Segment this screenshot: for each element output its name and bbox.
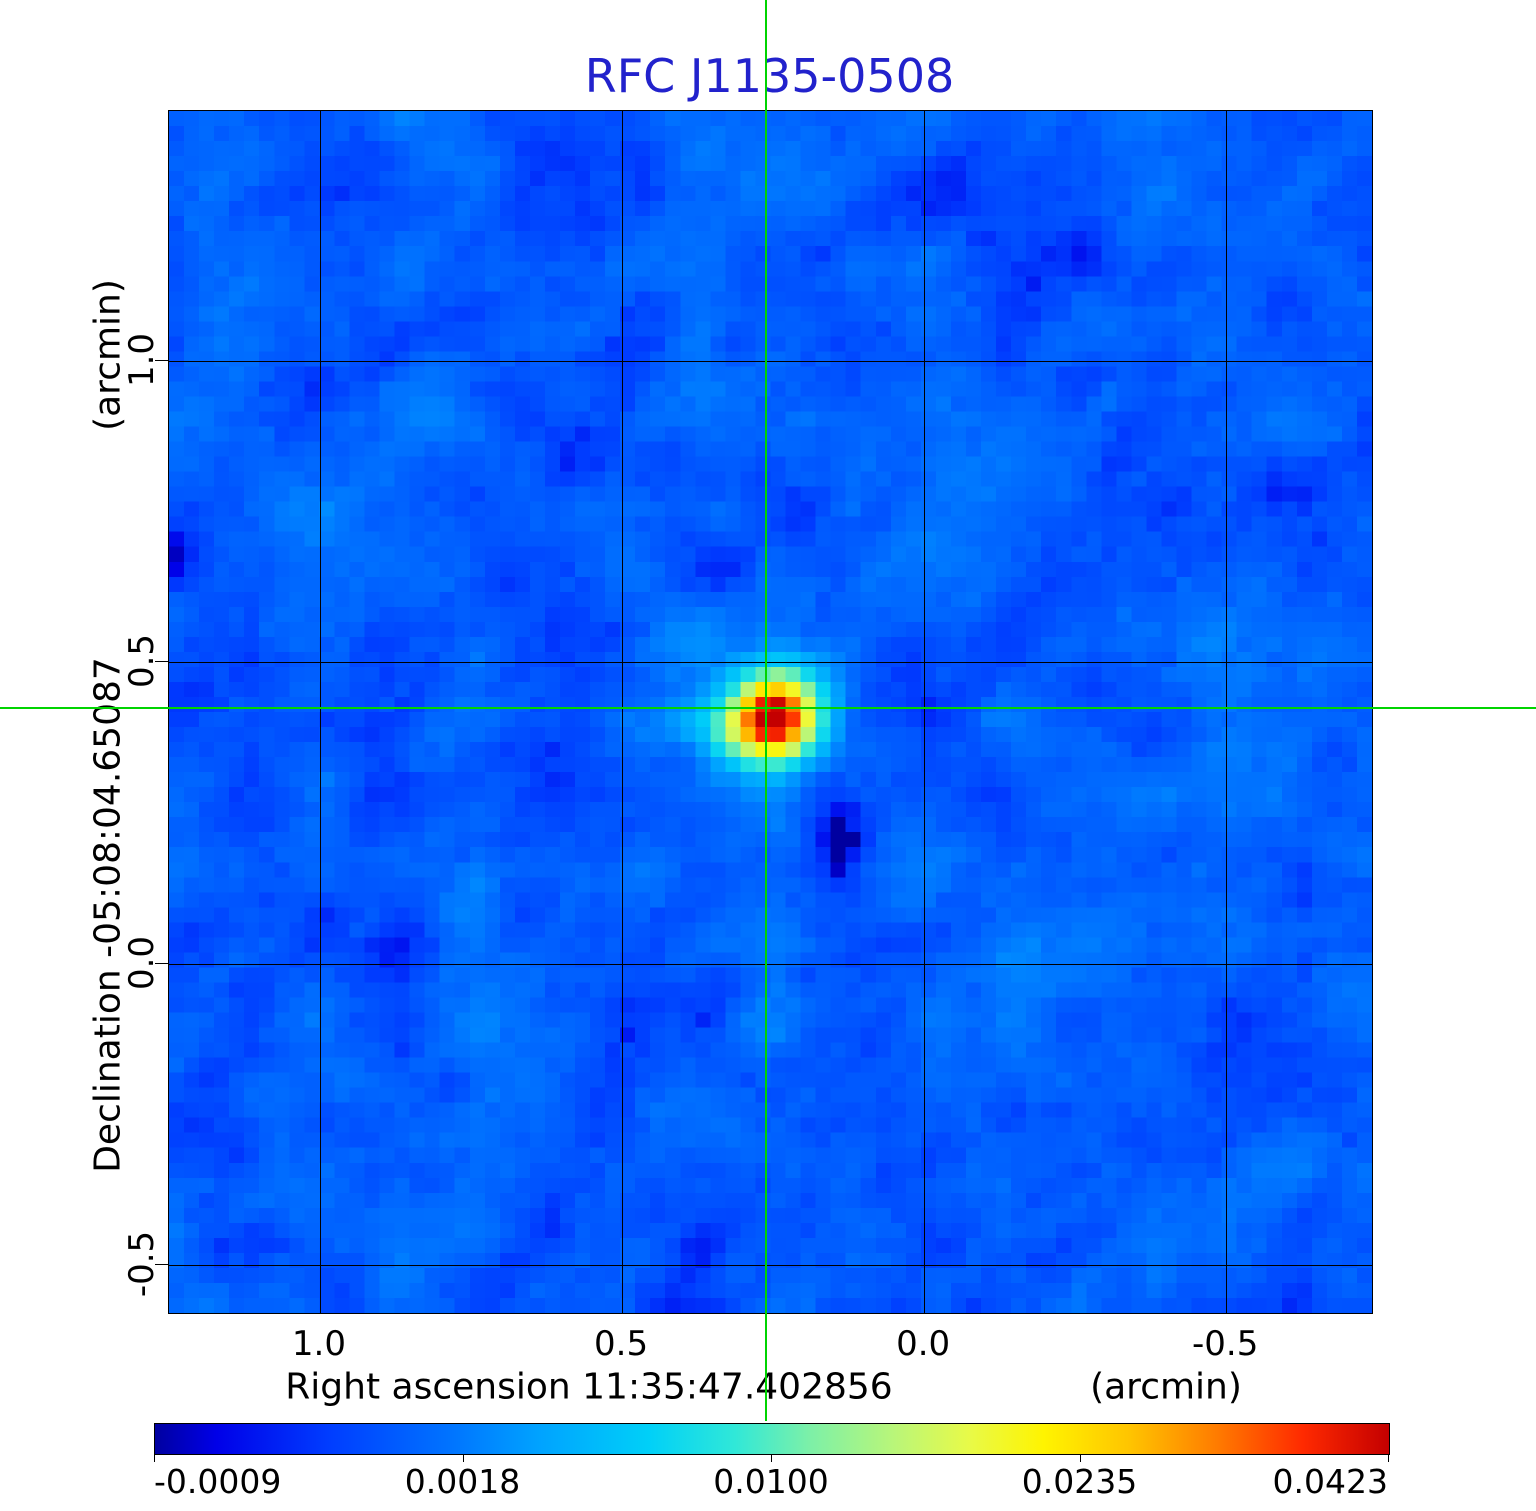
sky-map-panel [168,110,1373,1314]
colorbar-tick-label: 0.0018 [404,1462,521,1501]
x-tick-label: 0.5 [594,1324,649,1364]
intensity-colorbar [154,1423,1390,1455]
colorbar-tick-label: -0.0009 [154,1462,282,1501]
colorbar-tick-mark [154,1454,155,1462]
x-tick-label: 1.0 [291,1324,347,1364]
y-axis-tick-mark [155,661,168,662]
grid-line-vertical [622,111,623,1313]
x-tick-label: 0.0 [896,1324,951,1364]
y-axis-tick-mark [155,963,168,964]
x-axis-unit-label: (arcmin) [1090,1366,1242,1408]
crosshair-vertical-line [765,0,767,1421]
grid-line-horizontal [169,1265,1372,1266]
grid-line-vertical [924,111,925,1313]
x-tick-label: -0.5 [1192,1324,1259,1364]
grid-line-horizontal [169,964,1372,965]
crosshair-horizontal-line [0,707,1536,709]
colorbar-tick-label: 0.0423 [1272,1462,1388,1501]
colorbar-tick-mark [1388,1454,1389,1462]
x-axis-title: Right ascension 11:35:47.402856 [285,1366,893,1408]
grid-line-vertical [1226,111,1227,1313]
colorbar-tick-mark [463,1454,464,1462]
colorbar-tick-mark [1080,1454,1081,1462]
coordinate-grid-layer [169,111,1372,1313]
y-axis-tick-mark [155,360,168,361]
grid-line-vertical [320,111,321,1313]
grid-line-horizontal [169,662,1372,663]
plot-title: RFC J1135-0508 [584,49,955,103]
grid-line-horizontal [169,361,1372,362]
y-axis-tick-mark [155,1264,168,1265]
colorbar-tick-mark [771,1454,772,1462]
y-axis-title: Declination -05:08:04.65087 [87,657,129,1173]
colorbar-tick-label: 0.0235 [1021,1462,1138,1501]
colorbar-tick-label: 0.0100 [713,1462,829,1501]
intensity-heatmap-canvas [169,111,1372,1313]
